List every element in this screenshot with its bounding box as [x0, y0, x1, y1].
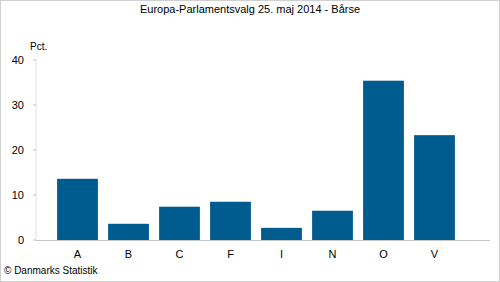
y-tick: [33, 150, 36, 151]
x-tick-label: I: [280, 248, 283, 260]
bar: [57, 179, 98, 240]
y-tick-label: 20: [12, 144, 24, 156]
y-tick: [33, 240, 36, 241]
bar: [261, 228, 302, 240]
y-tick-label: 30: [12, 99, 24, 111]
y-tick: [33, 195, 36, 196]
y-tick-label: 40: [12, 54, 24, 66]
x-tick-label: V: [431, 248, 439, 260]
y-tick: [33, 105, 36, 106]
source-note: © Danmarks Statistik: [4, 265, 99, 276]
bar: [210, 202, 251, 240]
chart-container: Europa-Parlamentsvalg 25. maj 2014 - Bår…: [0, 0, 500, 282]
y-tick-label: 10: [12, 189, 24, 201]
bar: [159, 207, 200, 240]
y-tick: [33, 60, 36, 61]
title: Europa-Parlamentsvalg 25. maj 2014 - Bår…: [140, 3, 360, 15]
x-tick-label: N: [329, 248, 337, 260]
y-tick-label: 0: [18, 234, 24, 246]
bar: [312, 211, 353, 240]
x-tick-label: F: [227, 248, 234, 260]
x-tick-label: B: [125, 248, 132, 260]
x-tick-label: A: [74, 248, 82, 260]
bar: [108, 224, 149, 240]
bar: [414, 135, 455, 240]
bar: [363, 81, 404, 240]
chart-svg: Europa-Parlamentsvalg 25. maj 2014 - Bår…: [0, 0, 500, 282]
bars: [57, 81, 455, 240]
x-tick-label: O: [379, 248, 388, 260]
x-axis-line: [36, 240, 490, 241]
x-tick-label: C: [176, 248, 184, 260]
y-axis-label: Pct.: [30, 41, 47, 52]
frame: [1, 1, 500, 282]
